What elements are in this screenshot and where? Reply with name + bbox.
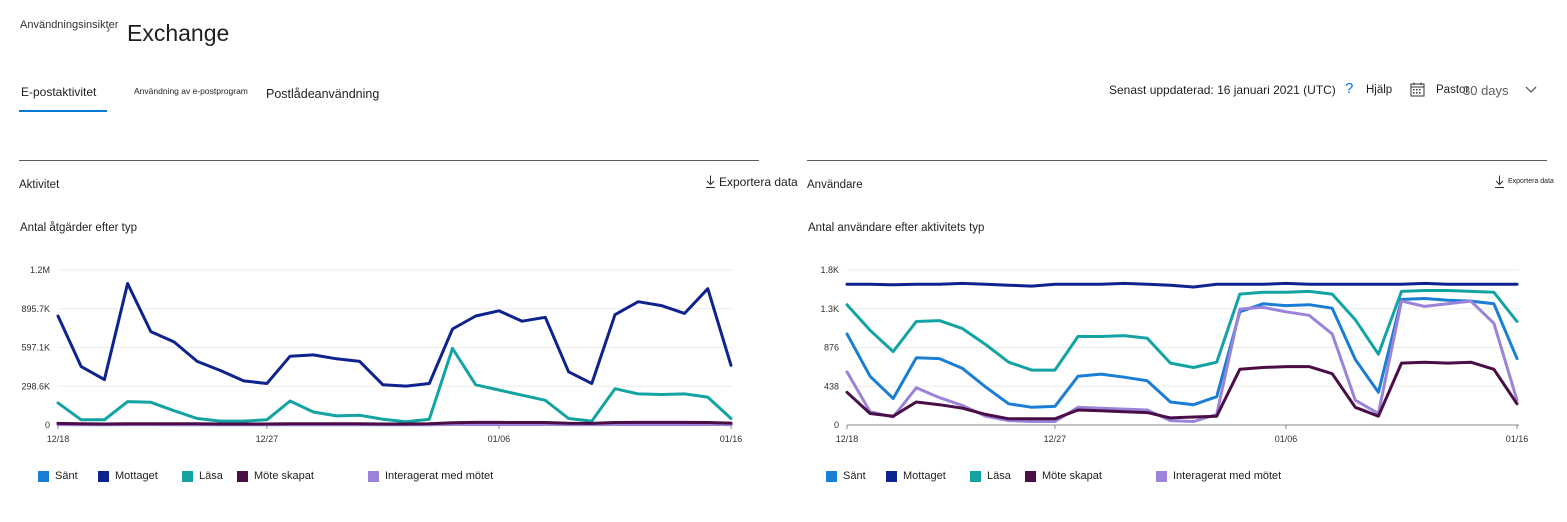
export-data-label: Exportera data <box>1508 178 1554 185</box>
y-tick-label: 1.2M <box>30 265 50 275</box>
export-data-button-users[interactable]: Exportera data <box>1494 175 1554 189</box>
series-line-4[interactable] <box>845 299 1519 423</box>
series-line-3[interactable] <box>56 420 733 426</box>
x-tick-label: 12/18 <box>47 434 70 444</box>
question-icon[interactable]: ? <box>1345 80 1354 97</box>
legend-label: Möte skapat <box>1042 470 1102 482</box>
export-data-button-activity[interactable]: Exportera data <box>705 175 798 189</box>
y-tick-label: 438 <box>824 381 839 391</box>
y-tick-label: 1.8K <box>820 265 839 275</box>
legend-swatch <box>368 471 379 482</box>
legend-label: Sänt <box>55 470 78 482</box>
actions-chart-title: Antal åtgärder efter typ <box>20 222 137 234</box>
breadcrumb-separator-icon: › <box>106 21 111 36</box>
y-tick-label: 1.3K <box>820 304 839 314</box>
legend-label: Mottaget <box>115 470 158 482</box>
series-line-2[interactable] <box>56 346 733 424</box>
x-tick-label: 01/16 <box>720 434 743 444</box>
series-line-2[interactable] <box>845 289 1519 372</box>
legend-label: Sänt <box>843 470 866 482</box>
legend-swatch <box>970 471 981 482</box>
x-tick-label: 01/06 <box>488 434 511 444</box>
actions-chart-legend: Sänt Mottaget Läsa Möte skapat Interagerat m… <box>38 470 758 486</box>
legend-swatch <box>826 471 837 482</box>
legend-swatch <box>886 471 897 482</box>
y-tick-label: 298.6K <box>21 381 50 391</box>
series-line-1[interactable] <box>845 281 1519 289</box>
legend-label: Möte skapat <box>254 470 314 482</box>
series-line-1[interactable] <box>56 282 733 388</box>
panel-divider-right <box>807 160 1547 161</box>
download-icon <box>1495 175 1504 188</box>
y-tick-label: 0 <box>834 420 839 430</box>
users-chart-legend: Sänt Mottaget Läsa Möte skapat Interagerat m… <box>826 470 1546 486</box>
active-tab-indicator <box>19 110 107 112</box>
y-tick-label: 0 <box>45 420 50 430</box>
legend-swatch <box>237 471 248 482</box>
legend-swatch <box>1156 471 1167 482</box>
y-tick-label: 895.7K <box>21 304 50 314</box>
y-tick-label: 597.1K <box>21 343 50 353</box>
legend-label: Läsa <box>199 470 223 482</box>
users-panel-title: Användare <box>807 179 863 191</box>
x-tick-label: 01/06 <box>1275 434 1298 444</box>
legend-swatch <box>1025 471 1036 482</box>
legend-swatch <box>182 471 193 482</box>
y-tick-label: 876 <box>824 343 839 353</box>
legend-label: Mottaget <box>903 470 946 482</box>
series-line-0[interactable] <box>845 297 1519 409</box>
last-updated-text: Senast uppdaterad: 16 januari 2021 (UTC) <box>1109 83 1336 97</box>
legend-label: Interagerat med mötet <box>1173 470 1282 482</box>
help-link[interactable]: Hjälp <box>1366 84 1393 96</box>
panel-divider-left <box>19 160 759 161</box>
download-icon <box>706 175 715 188</box>
legend-swatch <box>38 471 49 482</box>
chevron-down-icon[interactable] <box>1524 85 1538 95</box>
period-dropdown-value[interactable]: 30 days <box>1463 83 1509 98</box>
period-label[interactable]: Pastor <box>1436 84 1470 96</box>
legend-label: Läsa <box>987 470 1011 482</box>
actions-line-chart: 0 298.6K 597.1K 895.7K 1.2M 12/18 12/27 01/06 01… <box>21 265 743 444</box>
x-tick-label: 12/27 <box>1044 434 1067 444</box>
export-data-label: Exportera data <box>719 175 798 189</box>
activity-panel-title: Aktivitet <box>19 179 60 191</box>
legend-label: Interagerat med mötet <box>385 470 494 482</box>
x-tick-label: 12/27 <box>256 434 279 444</box>
users-line-chart: 0 438 876 1.3K 1.8K 12/18 12/27 01/06 01/16 <box>820 265 1529 444</box>
x-tick-label: 01/16 <box>1506 434 1529 444</box>
tab-email-app-usage[interactable]: Användning av e-postprogram <box>134 86 248 96</box>
users-chart-title: Antal användare efter aktivitets typ <box>808 222 985 234</box>
calendar-icon[interactable] <box>1410 82 1425 97</box>
tab-email-activity[interactable]: E-postaktivitet <box>21 85 97 99</box>
page-title: Exchange <box>127 20 230 46</box>
breadcrumb[interactable]: Användningsinsikter <box>20 19 119 31</box>
tab-mailbox-usage[interactable]: Postlådeanvändning <box>266 87 380 101</box>
series-line-3[interactable] <box>845 360 1519 421</box>
x-tick-label: 12/18 <box>836 434 859 444</box>
legend-swatch <box>98 471 109 482</box>
